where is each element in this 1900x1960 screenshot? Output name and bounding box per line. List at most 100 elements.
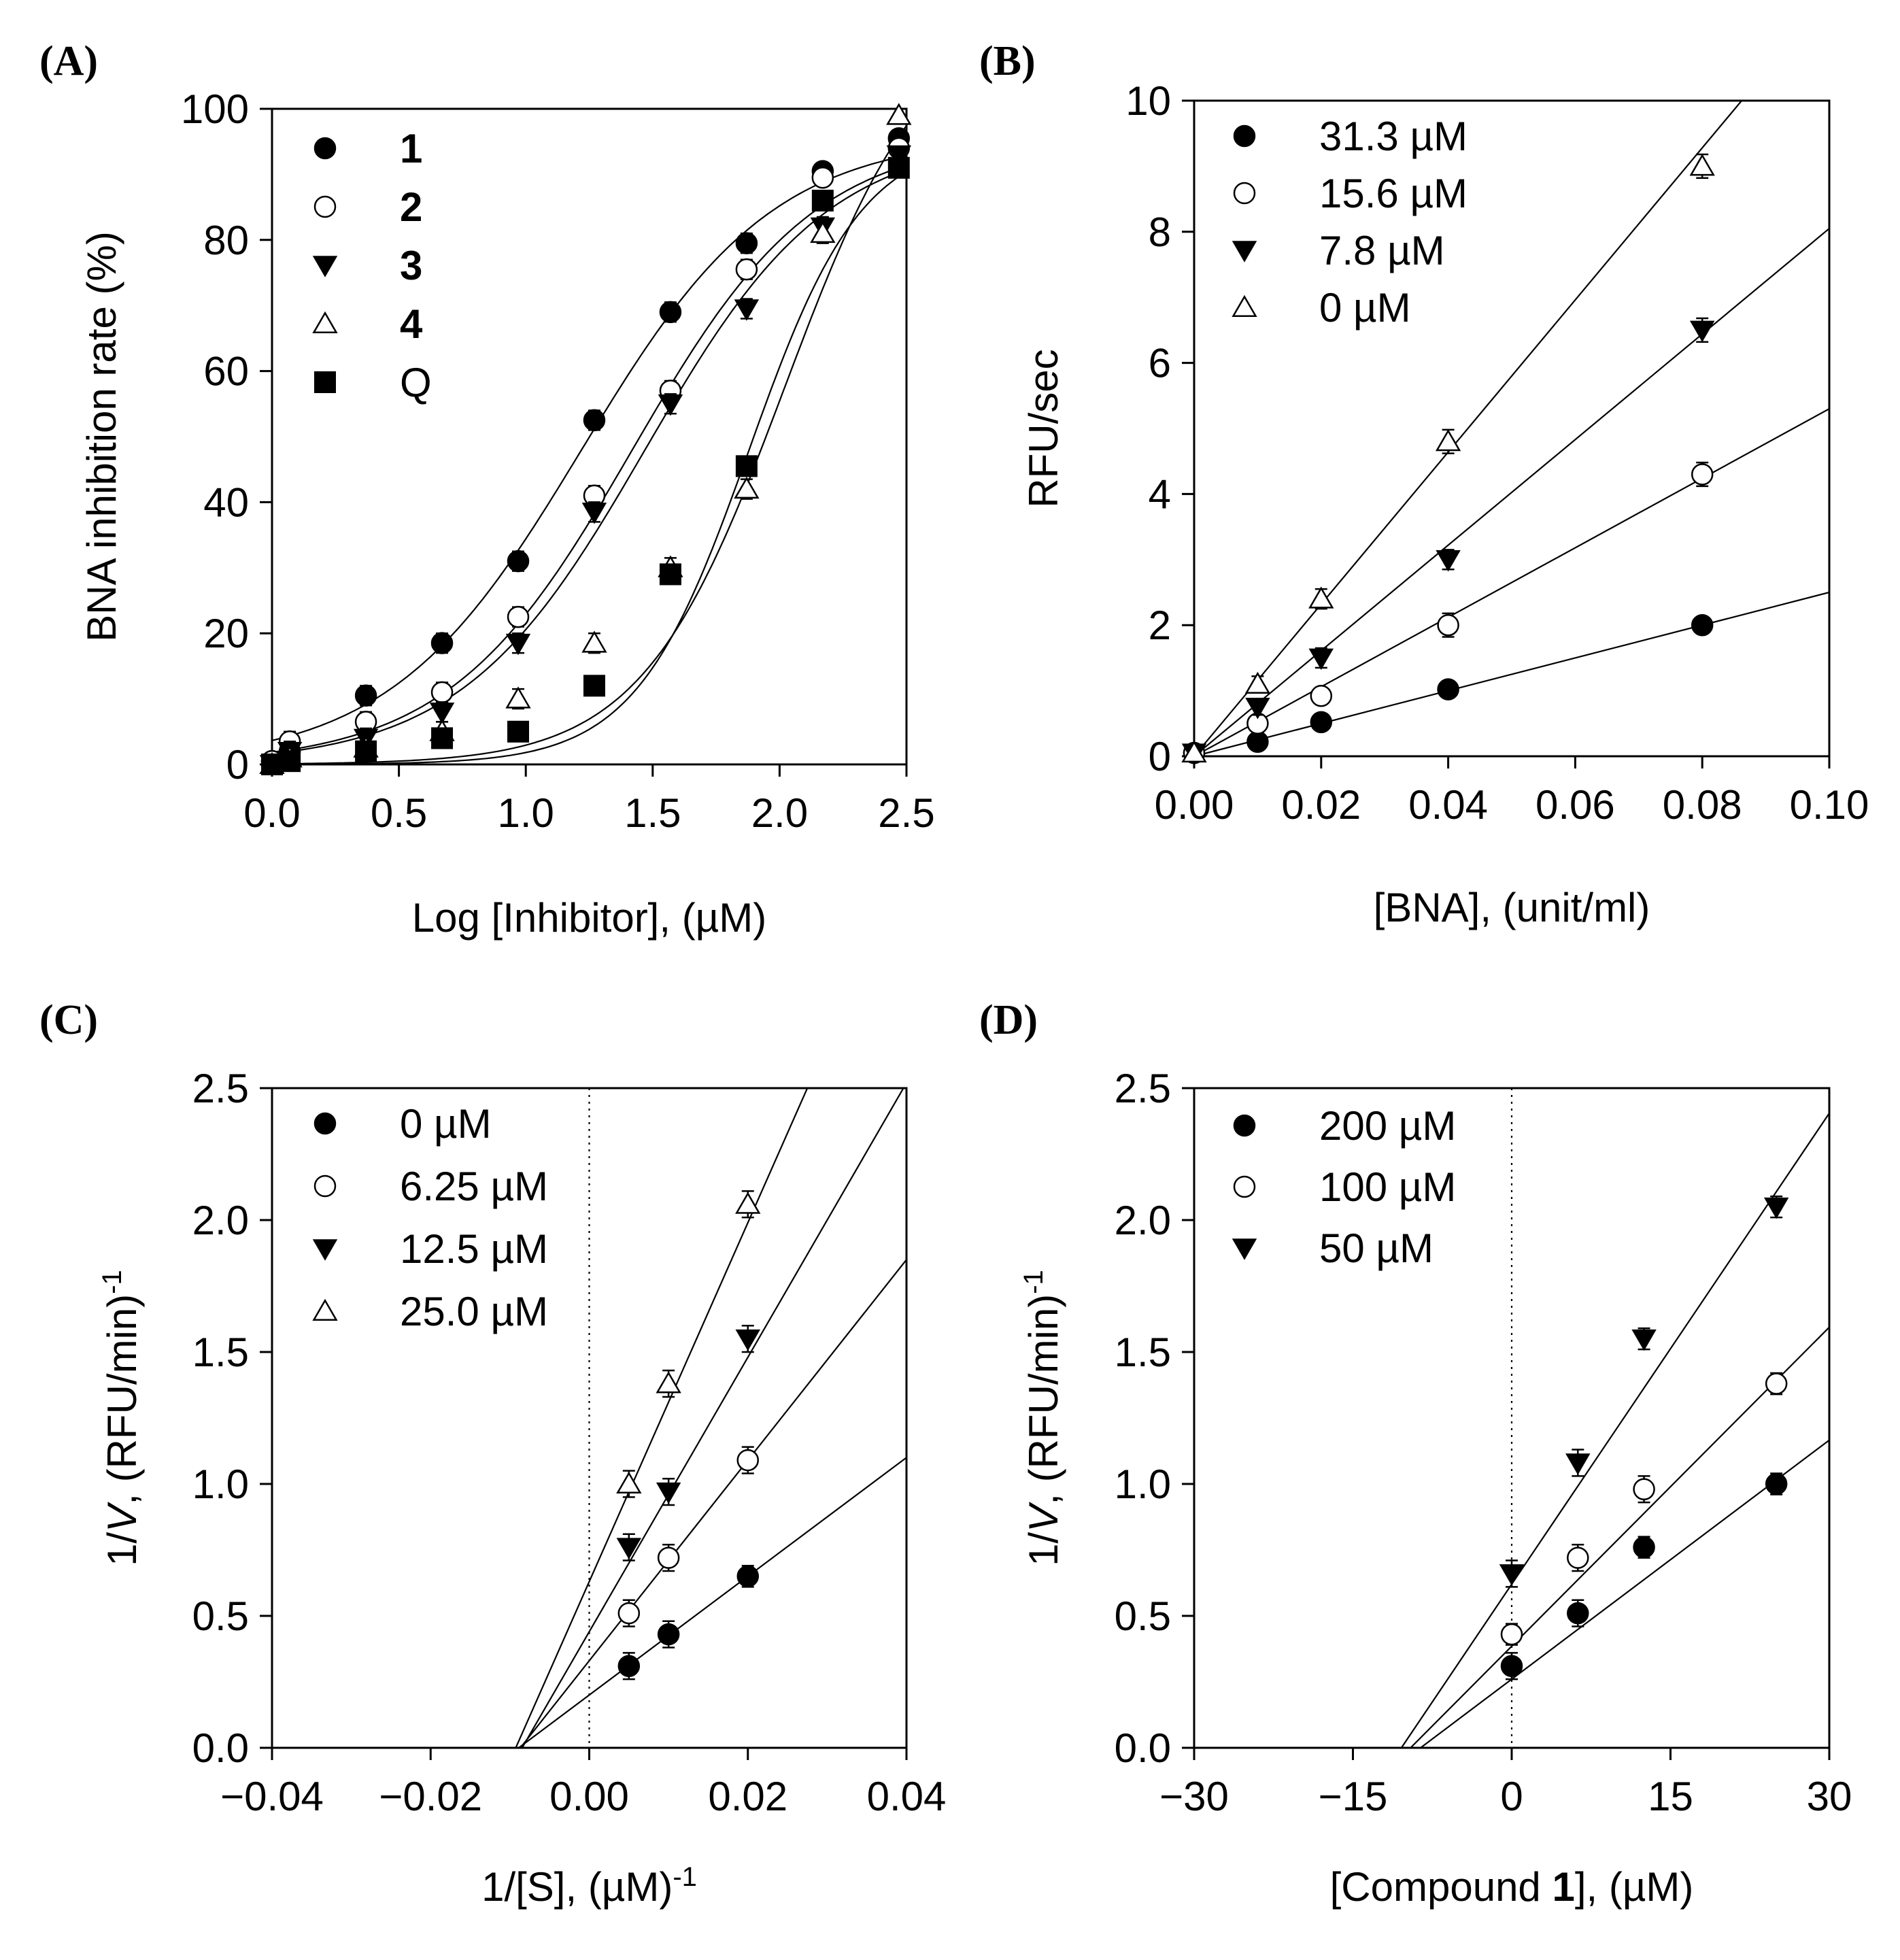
legend-label: 4 bbox=[400, 301, 423, 347]
fit-curve bbox=[272, 125, 906, 764]
legend-label: 0 µM bbox=[400, 1101, 492, 1147]
legend-label: 6.25 µM bbox=[400, 1164, 548, 1209]
x-axis-title: 1/[S], (µM)-1 bbox=[481, 1862, 697, 1910]
legend-marker bbox=[1233, 182, 1256, 205]
x-tick-label: −30 bbox=[1159, 1774, 1229, 1819]
data-point bbox=[279, 750, 301, 773]
data-point bbox=[617, 1602, 641, 1625]
x-axis-title: Log [Inhibitor], (µM) bbox=[412, 895, 766, 941]
y-axis-title: BNA inhibition rate (%) bbox=[79, 231, 124, 642]
legend-label: 25.0 µM bbox=[400, 1289, 548, 1334]
data-point bbox=[616, 1538, 642, 1559]
data-point bbox=[1246, 730, 1269, 754]
x-tick-label: 0.5 bbox=[371, 790, 427, 836]
data-point bbox=[1631, 1329, 1657, 1351]
data-point bbox=[1308, 648, 1334, 671]
y-tick-label: 0.5 bbox=[1115, 1593, 1171, 1639]
fit-curve bbox=[272, 171, 906, 764]
data-point bbox=[583, 675, 605, 697]
legend-label: 31.3 µM bbox=[1319, 114, 1468, 159]
x-tick-label: 0.04 bbox=[867, 1774, 947, 1819]
series-1 bbox=[1500, 1472, 1788, 1680]
x-tick-label: 30 bbox=[1807, 1774, 1852, 1819]
series-1 bbox=[260, 127, 911, 773]
x-tick-label: 0.08 bbox=[1663, 782, 1742, 828]
plot-frame bbox=[271, 1087, 908, 1749]
x-tick-label: 0.06 bbox=[1536, 782, 1615, 828]
legend-marker bbox=[313, 1175, 337, 1198]
y-tick-label: 1.0 bbox=[192, 1461, 249, 1507]
data-point bbox=[886, 145, 912, 167]
legend-marker bbox=[1233, 1175, 1256, 1198]
x-axis-title: [Compound 1], (µM) bbox=[1330, 1864, 1694, 1910]
data-point bbox=[736, 1565, 759, 1588]
legend-label: 200 µM bbox=[1319, 1103, 1456, 1149]
y-tick-label: 1.5 bbox=[192, 1330, 249, 1375]
legend-label: 50 µM bbox=[1319, 1226, 1434, 1271]
data-point bbox=[431, 727, 454, 749]
y-tick-label: 2.0 bbox=[192, 1198, 249, 1243]
plot-frame bbox=[1193, 1087, 1831, 1749]
data-point bbox=[736, 1449, 759, 1472]
data-point bbox=[429, 703, 455, 724]
y-tick-label: 1.0 bbox=[1115, 1461, 1171, 1507]
series-3 bbox=[1499, 1195, 1789, 1588]
y-tick-label: 0.5 bbox=[192, 1593, 249, 1639]
data-point bbox=[616, 1471, 642, 1493]
panel-c: (C) −0.04 −0.02 0.00 0.02 0.04 0.0 0.5 1.0 1.5 2.0… bbox=[39, 997, 947, 1910]
legend-marker bbox=[312, 1239, 338, 1261]
legend-marker bbox=[314, 371, 336, 393]
legend-label: 15.6 µM bbox=[1319, 171, 1468, 216]
x-tick-label: −15 bbox=[1319, 1774, 1388, 1819]
data-point bbox=[505, 633, 531, 656]
data-point bbox=[1500, 1655, 1523, 1677]
data-point bbox=[734, 299, 760, 321]
plot-frame bbox=[1193, 99, 1831, 758]
y-tick-label: 4 bbox=[1149, 471, 1171, 517]
y-tick-label: 100 bbox=[181, 86, 249, 132]
data-point bbox=[1436, 550, 1461, 572]
legend-marker bbox=[312, 1298, 338, 1321]
fit-line bbox=[521, 1088, 904, 1748]
series-4 bbox=[616, 1190, 761, 1498]
data-point bbox=[1765, 1472, 1788, 1496]
x-tick-label: 1.0 bbox=[497, 790, 554, 836]
x-tick-label: 0 bbox=[1500, 1774, 1523, 1819]
data-point bbox=[1689, 320, 1715, 343]
data-point bbox=[430, 632, 454, 654]
fit-line bbox=[520, 1259, 906, 1748]
data-point bbox=[810, 220, 836, 243]
legend-marker bbox=[1232, 294, 1257, 317]
series-2 bbox=[617, 1446, 759, 1627]
data-point bbox=[1691, 463, 1714, 486]
fit-line bbox=[1194, 591, 1829, 756]
data-point bbox=[581, 630, 607, 653]
fit-line bbox=[1410, 1326, 1829, 1748]
x-tick-label: 0.02 bbox=[1281, 782, 1361, 828]
panel-b: (B) 0.00 0.02 0.04 0.06 0.08 0.10 0 2 4 6 8 10 [BNA],… bbox=[979, 38, 1869, 930]
data-point bbox=[1245, 697, 1270, 720]
legend-label: 7.8 µM bbox=[1319, 228, 1445, 273]
x-tick-label: 0.10 bbox=[1790, 782, 1869, 828]
fit-lines bbox=[1400, 1113, 1829, 1748]
legend-label: 100 µM bbox=[1319, 1164, 1456, 1210]
series-1 bbox=[617, 1565, 759, 1680]
data-point bbox=[735, 1192, 761, 1214]
data-point bbox=[1308, 586, 1334, 609]
fit-line bbox=[1194, 408, 1829, 756]
panel-a: (A) 0.0 0.5 1.0 1.5 2.0 2.5 0 20 40 60 80 100 Log [In… bbox=[39, 38, 935, 941]
y-tick-label: 0 bbox=[226, 742, 249, 788]
fit-lines bbox=[272, 125, 906, 764]
x-tick-label: 2.0 bbox=[751, 790, 808, 836]
panel-label: (D) bbox=[979, 997, 1038, 1043]
data-point bbox=[886, 103, 912, 125]
data-point bbox=[583, 409, 606, 432]
plot-frame bbox=[271, 107, 908, 766]
data-point bbox=[507, 720, 530, 743]
data-point bbox=[1567, 1547, 1589, 1569]
fit-lines bbox=[1194, 101, 1829, 756]
y-tick-label: 8 bbox=[1149, 209, 1171, 255]
panel-label: (A) bbox=[39, 38, 98, 84]
data-point bbox=[355, 740, 377, 762]
